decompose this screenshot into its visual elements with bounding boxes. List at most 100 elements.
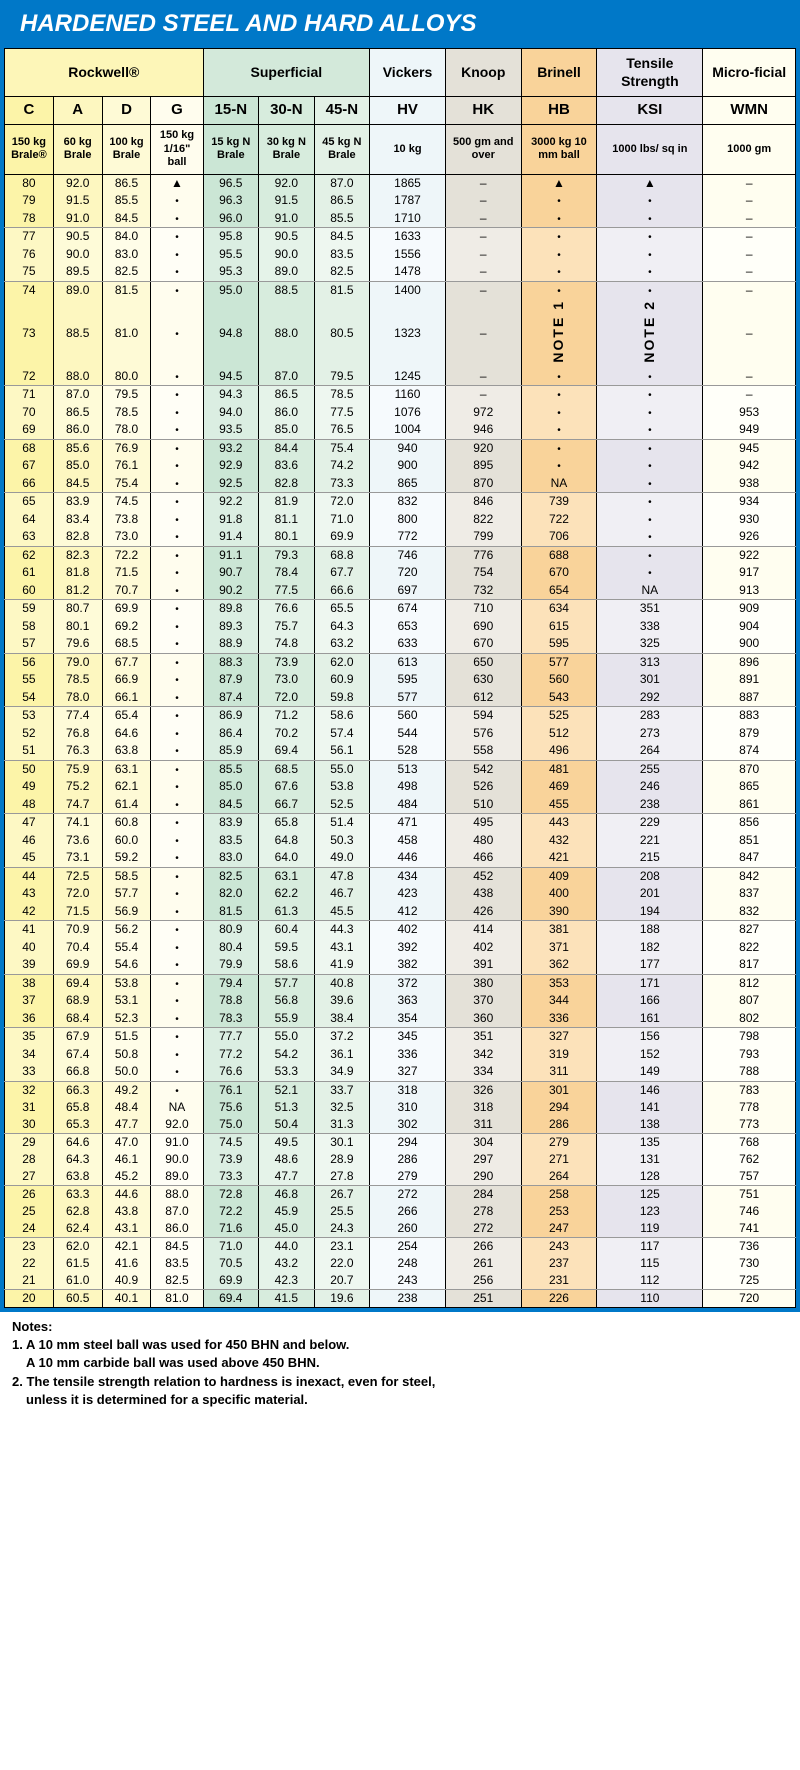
cell: 318: [445, 1099, 521, 1116]
cell: 412: [370, 903, 446, 921]
chart-frame: HARDENED STEEL AND HARD ALLOYS Rockwell®…: [0, 0, 800, 1312]
cell: 264: [597, 742, 703, 760]
cell: 86.0: [53, 421, 102, 439]
cell: 926: [703, 528, 796, 546]
cell: 149: [597, 1063, 703, 1081]
cell: 34.9: [314, 1063, 370, 1081]
cell: 51: [5, 742, 54, 760]
cell: 283: [597, 707, 703, 725]
cell: –: [703, 192, 796, 210]
cell: 25: [5, 1203, 54, 1220]
cell: 57: [5, 635, 54, 653]
cell: 847: [703, 849, 796, 867]
cell: •: [151, 210, 203, 228]
cell: •: [151, 760, 203, 778]
cell: 61.5: [53, 1255, 102, 1272]
cell: 255: [597, 760, 703, 778]
cell: 78.0: [102, 421, 151, 439]
cell: •: [521, 192, 597, 210]
cell: 70.2: [259, 725, 315, 743]
cell: 650: [445, 653, 521, 671]
cell: 615: [521, 618, 597, 636]
cell: 822: [703, 939, 796, 957]
cell: 800: [370, 511, 446, 529]
table-row: 7991.585.5•96.391.586.51787–••–: [5, 192, 796, 210]
table-row: 5377.465.4•86.971.258.6560594525283883: [5, 707, 796, 725]
cell: 59.5: [259, 939, 315, 957]
cell: 92.2: [203, 493, 259, 511]
cell: 75.4: [314, 439, 370, 457]
cell: 345: [370, 1028, 446, 1046]
cell: 730: [703, 1255, 796, 1272]
notes-heading: Notes:: [12, 1318, 788, 1336]
table-row: 6684.575.4•92.582.873.3865870NA•938: [5, 475, 796, 493]
cell: 40.1: [102, 1290, 151, 1308]
cell: •: [597, 386, 703, 404]
cell: •: [597, 511, 703, 529]
cell: •: [151, 404, 203, 422]
table-row: 2964.647.091.074.549.530.129430427913576…: [5, 1134, 796, 1152]
cell: 577: [521, 653, 597, 671]
cell: 83.4: [53, 511, 102, 529]
cell: 20.7: [314, 1272, 370, 1290]
cell: 391: [445, 956, 521, 974]
cell: 85.9: [203, 742, 259, 760]
cell: 746: [370, 546, 446, 564]
cell: 77.7: [203, 1028, 259, 1046]
cell: 525: [521, 707, 597, 725]
cell: 80.1: [53, 618, 102, 636]
cell: 49.0: [314, 849, 370, 867]
cell: •: [151, 867, 203, 885]
cell: 543: [521, 689, 597, 707]
cell: •: [151, 246, 203, 264]
table-row: 6282.372.2•91.179.368.8746776688•922: [5, 546, 796, 564]
cell: 87.9: [203, 671, 259, 689]
cell: 292: [597, 689, 703, 707]
cell: 73.6: [53, 832, 102, 850]
cell: 81.1: [259, 511, 315, 529]
cell: –: [445, 281, 521, 299]
cell: 739: [521, 493, 597, 511]
table-row: 6483.473.8•91.881.171.0800822722•930: [5, 511, 796, 529]
cell: 865: [370, 475, 446, 493]
cell: 79.5: [314, 368, 370, 386]
note-line: 1. A 10 mm steel ball was used for 450 B…: [12, 1336, 788, 1354]
cell: 82.5: [102, 263, 151, 281]
table-row: 4170.956.2•80.960.444.3402414381188827: [5, 921, 796, 939]
cell: 278: [445, 1203, 521, 1220]
cell: 85.5: [102, 192, 151, 210]
cell: 92.0: [53, 175, 102, 193]
cell: 65.5: [314, 600, 370, 618]
cell: 82.3: [53, 546, 102, 564]
scale-hdr: G: [151, 97, 203, 125]
cell: 152: [597, 1046, 703, 1064]
cell: 380: [445, 974, 521, 992]
table-row: 6181.871.5•90.778.467.7720754670•917: [5, 564, 796, 582]
cell: 71.5: [102, 564, 151, 582]
cell: •: [521, 439, 597, 457]
cell: 294: [521, 1099, 597, 1116]
cell: 69.4: [203, 1290, 259, 1308]
cell: 432: [521, 832, 597, 850]
table-row: 4774.160.8•83.965.851.4471495443229856: [5, 814, 796, 832]
cell: •: [151, 725, 203, 743]
load-hdr: 10 kg: [370, 124, 446, 174]
cell: 392: [370, 939, 446, 957]
cell: •: [151, 299, 203, 368]
cell: 87.0: [151, 1203, 203, 1220]
cell: 67: [5, 457, 54, 475]
cell: 58: [5, 618, 54, 636]
cell: 336: [521, 1010, 597, 1028]
table-row: 5880.169.2•89.375.764.3653690615338904: [5, 618, 796, 636]
cell: 75.7: [259, 618, 315, 636]
cell: 28: [5, 1151, 54, 1168]
cell: 71.6: [203, 1220, 259, 1238]
cell: 44: [5, 867, 54, 885]
cell: 83.5: [151, 1255, 203, 1272]
cell: 284: [445, 1186, 521, 1204]
cell: 76.3: [53, 742, 102, 760]
table-row: 5578.566.9•87.973.060.9595630560301891: [5, 671, 796, 689]
table-row: 2060.540.181.069.441.519.623825122611072…: [5, 1290, 796, 1308]
cell: •: [151, 974, 203, 992]
cell: 25.5: [314, 1203, 370, 1220]
